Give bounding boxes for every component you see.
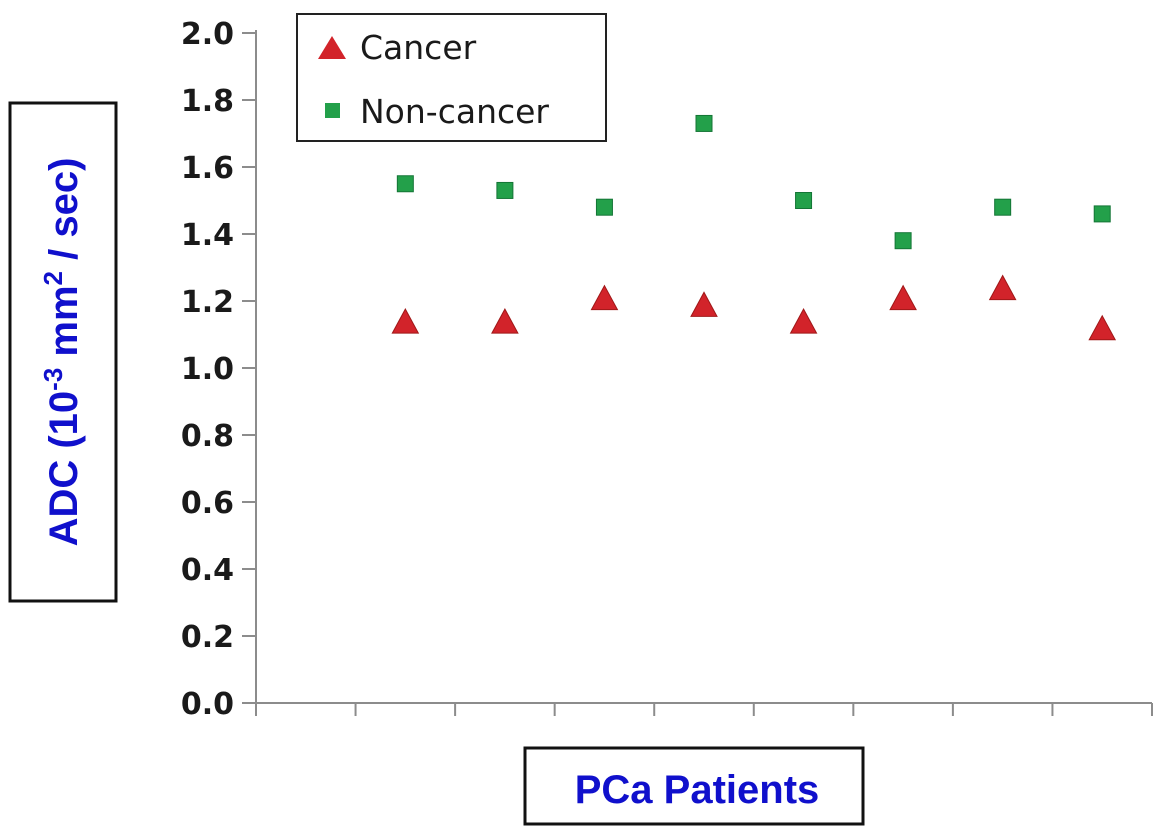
legend-box [296, 13, 607, 142]
non-cancer-point [894, 232, 912, 250]
non-cancer-point [396, 175, 414, 193]
y-tick-label: 1.8 [181, 84, 234, 119]
y-axis-ticks: 0.0 0.2 0.4 0.6 0.8 1.0 1.2 1.4 1.6 1.8 2.0 [181, 17, 256, 722]
legend-non-cancer-label: Non-cancer [360, 92, 549, 131]
y-axis-title-text: ADC (10-3 mm2 / sec) [38, 158, 86, 547]
y-tick-label: 1.2 [181, 285, 234, 320]
non-cancer-point [994, 198, 1012, 216]
y-tick-label: 1.6 [181, 151, 234, 186]
y-axis-title-main: ADC (10 [42, 391, 86, 547]
x-axis-title: PCa Patients [523, 746, 865, 826]
x-axis-title-box [523, 746, 865, 826]
y-axis-title-exp2: 2 [38, 271, 68, 285]
non-cancer-point [496, 181, 514, 199]
y-tick-label: 0.8 [181, 419, 234, 454]
non-cancer-point [1093, 205, 1111, 223]
cancer-point [491, 308, 519, 334]
non-cancer-point [795, 192, 813, 209]
y-tick-label: 1.0 [181, 352, 234, 387]
legend-cancer-marker [318, 36, 346, 59]
y-axis-title-box [8, 101, 118, 603]
y-axis-title-exp1: -3 [38, 368, 68, 391]
legend: Cancer Non-cancer [296, 13, 607, 142]
cancer-point [391, 308, 420, 334]
cancer-point [690, 291, 718, 317]
y-tick-label: 2.0 [181, 17, 234, 52]
cancer-point [988, 274, 1017, 301]
cancer-point [789, 308, 818, 334]
y-axis-title-tail: / sec) [42, 158, 86, 271]
x-axis-title-text: PCa Patients [575, 768, 820, 812]
y-tick-label: 1.4 [181, 218, 234, 253]
y-tick-label: 0.6 [181, 486, 234, 521]
y-tick-label: 0.2 [181, 620, 234, 655]
y-axis-title: ADC (10-3 mm2 / sec) [8, 101, 118, 603]
data-points [391, 114, 1117, 341]
non-cancer-point [595, 198, 613, 216]
y-tick-label: 0.4 [181, 553, 234, 588]
cancer-point [889, 284, 917, 311]
non-cancer-point [695, 114, 713, 132]
cancer-point [590, 284, 619, 311]
legend-non-cancer-marker [325, 103, 340, 118]
y-tick-label: 0.0 [181, 687, 234, 722]
y-axis-title-mid: mm [42, 285, 86, 367]
cancer-point [1088, 314, 1117, 341]
legend-cancer-label: Cancer [360, 28, 477, 67]
x-axis-ticks [255, 703, 1153, 716]
